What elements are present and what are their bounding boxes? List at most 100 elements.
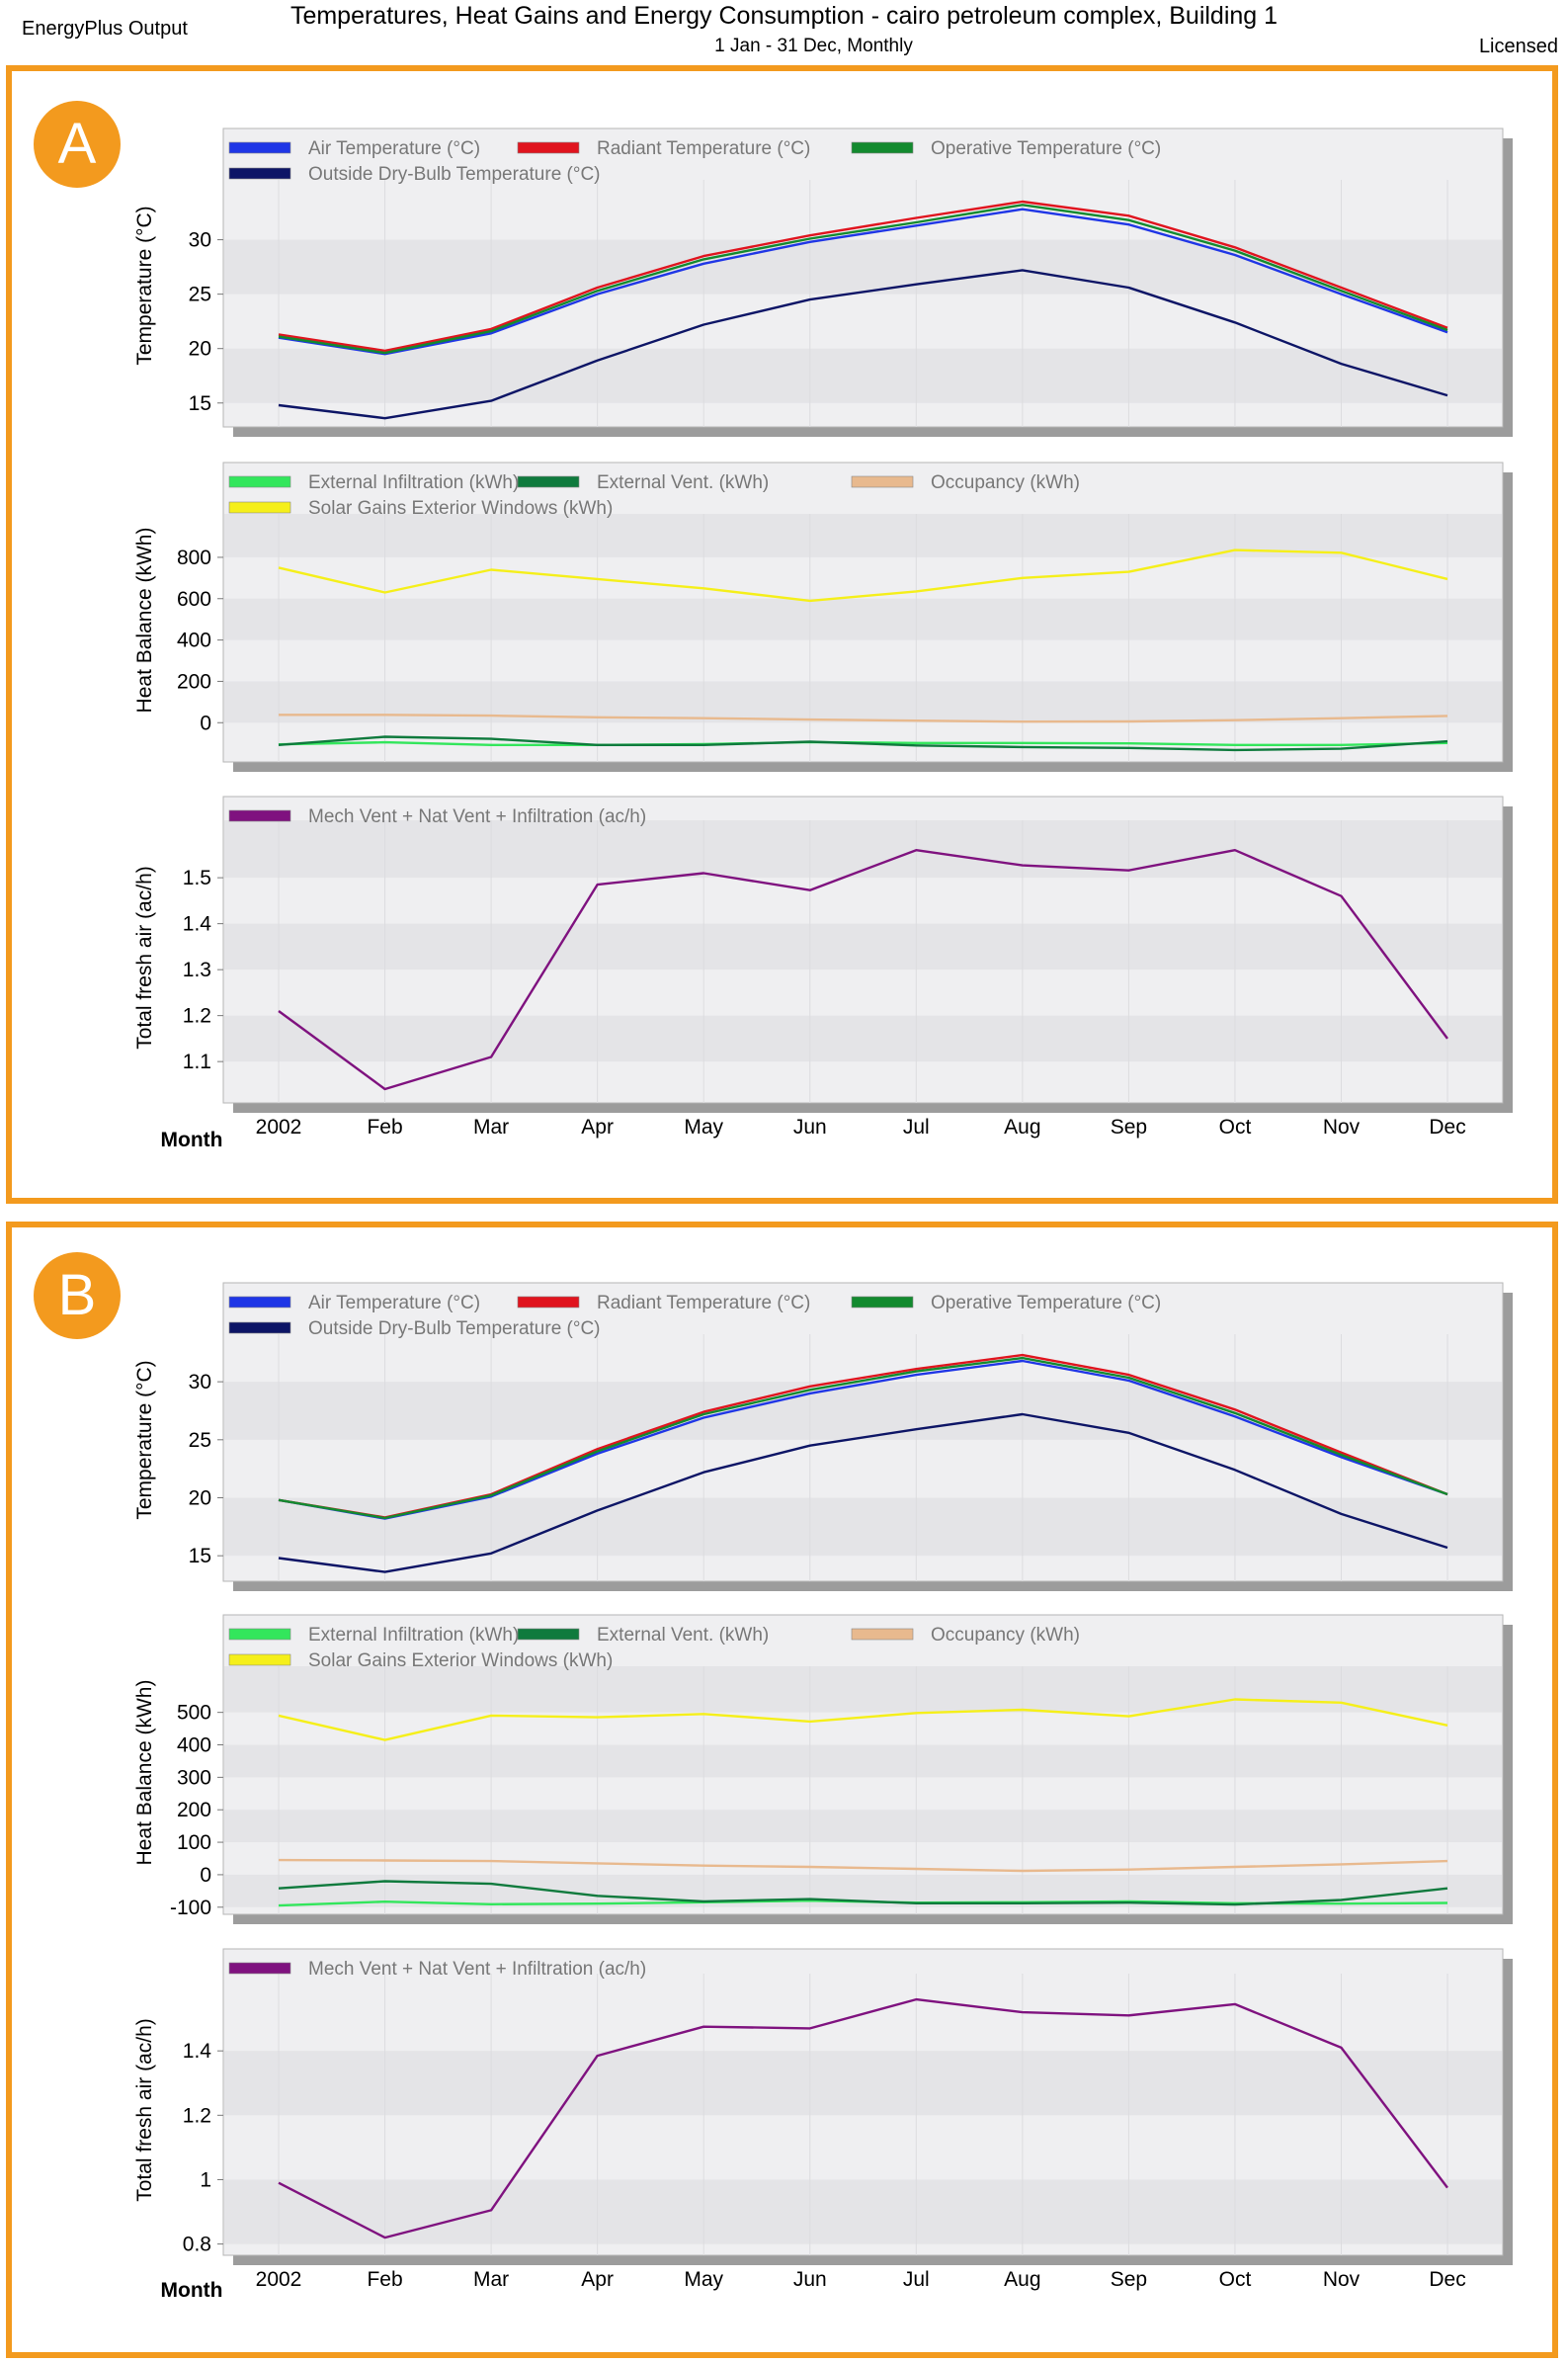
legend-swatch bbox=[228, 1962, 291, 1975]
x-tick-label: Apr bbox=[581, 1116, 614, 1139]
legend-swatch bbox=[228, 1653, 291, 1666]
series-line bbox=[278, 1412, 1448, 1573]
series-line bbox=[278, 1880, 1448, 1906]
y-tick-label: 15 bbox=[189, 1545, 211, 1567]
y-tick-label: 200 bbox=[177, 1799, 211, 1821]
x-tick-label: Apr bbox=[581, 2268, 614, 2291]
x-tick-label: Mar bbox=[473, 2268, 509, 2291]
grid-band bbox=[224, 348, 1502, 403]
y-axis-label: Heat Balance (kWh) bbox=[133, 528, 156, 714]
series-line bbox=[278, 204, 1448, 355]
legend-swatch bbox=[851, 1628, 914, 1641]
grid-band bbox=[224, 1015, 1502, 1062]
series-line bbox=[278, 1858, 1448, 1873]
y-tick-label: 0 bbox=[200, 712, 211, 734]
series-line bbox=[278, 549, 1448, 603]
report-title: Temperatures, Heat Gains and Energy Cons… bbox=[289, 2, 1279, 30]
legend-swatch bbox=[517, 475, 580, 488]
chart-b-3: 0.8 1 1.2 1.4 Total fresh air (ac/h) Mech Ven… bbox=[133, 1948, 1513, 2302]
panel-b bbox=[6, 1222, 1558, 2358]
x-tick-label: May bbox=[684, 1116, 723, 1139]
legend-label: Outside Dry-Bulb Temperature (°C) bbox=[308, 1318, 601, 1339]
legend-label: Radiant Temperature (°C) bbox=[597, 138, 810, 159]
app-name: EnergyPlus Output bbox=[22, 18, 188, 40]
legend-swatch bbox=[851, 1296, 914, 1309]
y-tick-label: 25 bbox=[189, 284, 211, 306]
y-tick-label: 1.3 bbox=[183, 959, 211, 981]
x-tick-label: Jul bbox=[903, 2268, 930, 2291]
legend-swatch bbox=[228, 1296, 291, 1309]
x-tick-label: Aug bbox=[1004, 1116, 1040, 1139]
x-tick-label: Mar bbox=[473, 1116, 509, 1139]
x-tick-label: Jul bbox=[903, 1116, 930, 1139]
grid-band bbox=[224, 681, 1502, 723]
legend-label: Solar Gains Exterior Windows (kWh) bbox=[308, 498, 613, 519]
legend-swatch bbox=[228, 809, 291, 822]
series-line bbox=[278, 1698, 1448, 1741]
x-tick-label: Sep bbox=[1111, 2268, 1147, 2291]
x-tick-label: Dec bbox=[1429, 1116, 1465, 1139]
chart-b-1: 15 20 25 30 Temperature (°C) Air Temperature … bbox=[133, 1282, 1513, 1591]
x-axis-label: Month bbox=[161, 2279, 223, 2302]
chart-b-2: -100 0 100 200 300 400 500 Heat Balance (kWh) Ex… bbox=[133, 1614, 1513, 1924]
chart-a-1: 15 20 25 30 Temperature (°C) Air Temperature … bbox=[133, 127, 1513, 437]
series-line bbox=[279, 714, 1448, 723]
grid-band bbox=[224, 239, 1502, 295]
y-tick-label: 600 bbox=[177, 588, 211, 611]
y-tick-label: 0 bbox=[200, 1864, 211, 1887]
legend-label: Occupancy (kWh) bbox=[931, 1625, 1080, 1646]
legend-label: Mech Vent + Nat Vent + Infiltration (ac/… bbox=[308, 806, 646, 827]
y-tick-label: 1.5 bbox=[183, 867, 211, 889]
license-label: Licensed bbox=[1478, 36, 1558, 57]
legend-swatch bbox=[228, 167, 291, 180]
y-tick-label: 20 bbox=[189, 338, 211, 361]
panel-a bbox=[6, 65, 1558, 1204]
legend-label: Air Temperature (°C) bbox=[308, 138, 480, 159]
y-tick-label: 400 bbox=[177, 630, 211, 652]
report-subtitle: 1 Jan - 31 Dec, Monthly bbox=[714, 36, 913, 56]
legend-label: Occupancy (kWh) bbox=[931, 472, 1080, 493]
y-tick-label: 15 bbox=[189, 392, 211, 415]
x-axis-label: Month bbox=[161, 1129, 223, 1151]
panel-a-badge: A bbox=[34, 101, 121, 188]
legend-swatch bbox=[228, 501, 291, 514]
grid-band bbox=[224, 2051, 1502, 2116]
legend-label: External Vent. (kWh) bbox=[597, 472, 769, 493]
chart-a-2: 0 200 400 600 800 Heat Balance (kWh) External … bbox=[133, 462, 1513, 772]
y-axis-label: Total fresh air (ac/h) bbox=[133, 2018, 156, 2202]
grid-band bbox=[224, 1382, 1502, 1440]
legend-label: External Infiltration (kWh) bbox=[308, 1625, 519, 1646]
x-tick-label: Feb bbox=[367, 1116, 402, 1139]
x-tick-label: Nov bbox=[1323, 2268, 1361, 2291]
grid-band bbox=[224, 2179, 1502, 2244]
grid-band bbox=[224, 514, 1502, 557]
grid-band bbox=[224, 1666, 1502, 1713]
grid-band bbox=[224, 598, 1502, 640]
legend-swatch bbox=[517, 1296, 580, 1309]
legend-label: External Infiltration (kWh) bbox=[308, 472, 519, 493]
x-tick-label: 2002 bbox=[256, 1116, 302, 1139]
series-line bbox=[278, 849, 1448, 1091]
y-tick-label: 400 bbox=[177, 1734, 211, 1757]
legend-swatch bbox=[228, 141, 291, 154]
legend-swatch bbox=[228, 475, 291, 488]
y-tick-label: 100 bbox=[177, 1831, 211, 1854]
y-tick-label: 1.2 bbox=[183, 1005, 211, 1028]
y-tick-label: 25 bbox=[189, 1429, 211, 1452]
series-line bbox=[278, 1997, 1448, 2239]
y-tick-label: 200 bbox=[177, 670, 211, 693]
y-tick-label: 1 bbox=[200, 2168, 211, 2191]
grid-band bbox=[224, 923, 1502, 971]
grid-band bbox=[224, 1744, 1502, 1778]
y-tick-label: 800 bbox=[177, 547, 211, 569]
series-line bbox=[278, 1356, 1448, 1520]
series-line bbox=[278, 200, 1448, 353]
legend-swatch bbox=[517, 1628, 580, 1641]
x-tick-label: Dec bbox=[1429, 2268, 1465, 2291]
grid-band bbox=[224, 820, 1502, 879]
legend-label: Solar Gains Exterior Windows (kWh) bbox=[308, 1650, 613, 1671]
x-tick-label: Jun bbox=[793, 1116, 827, 1139]
grid-band bbox=[224, 1810, 1502, 1843]
legend-label: External Vent. (kWh) bbox=[597, 1625, 769, 1646]
